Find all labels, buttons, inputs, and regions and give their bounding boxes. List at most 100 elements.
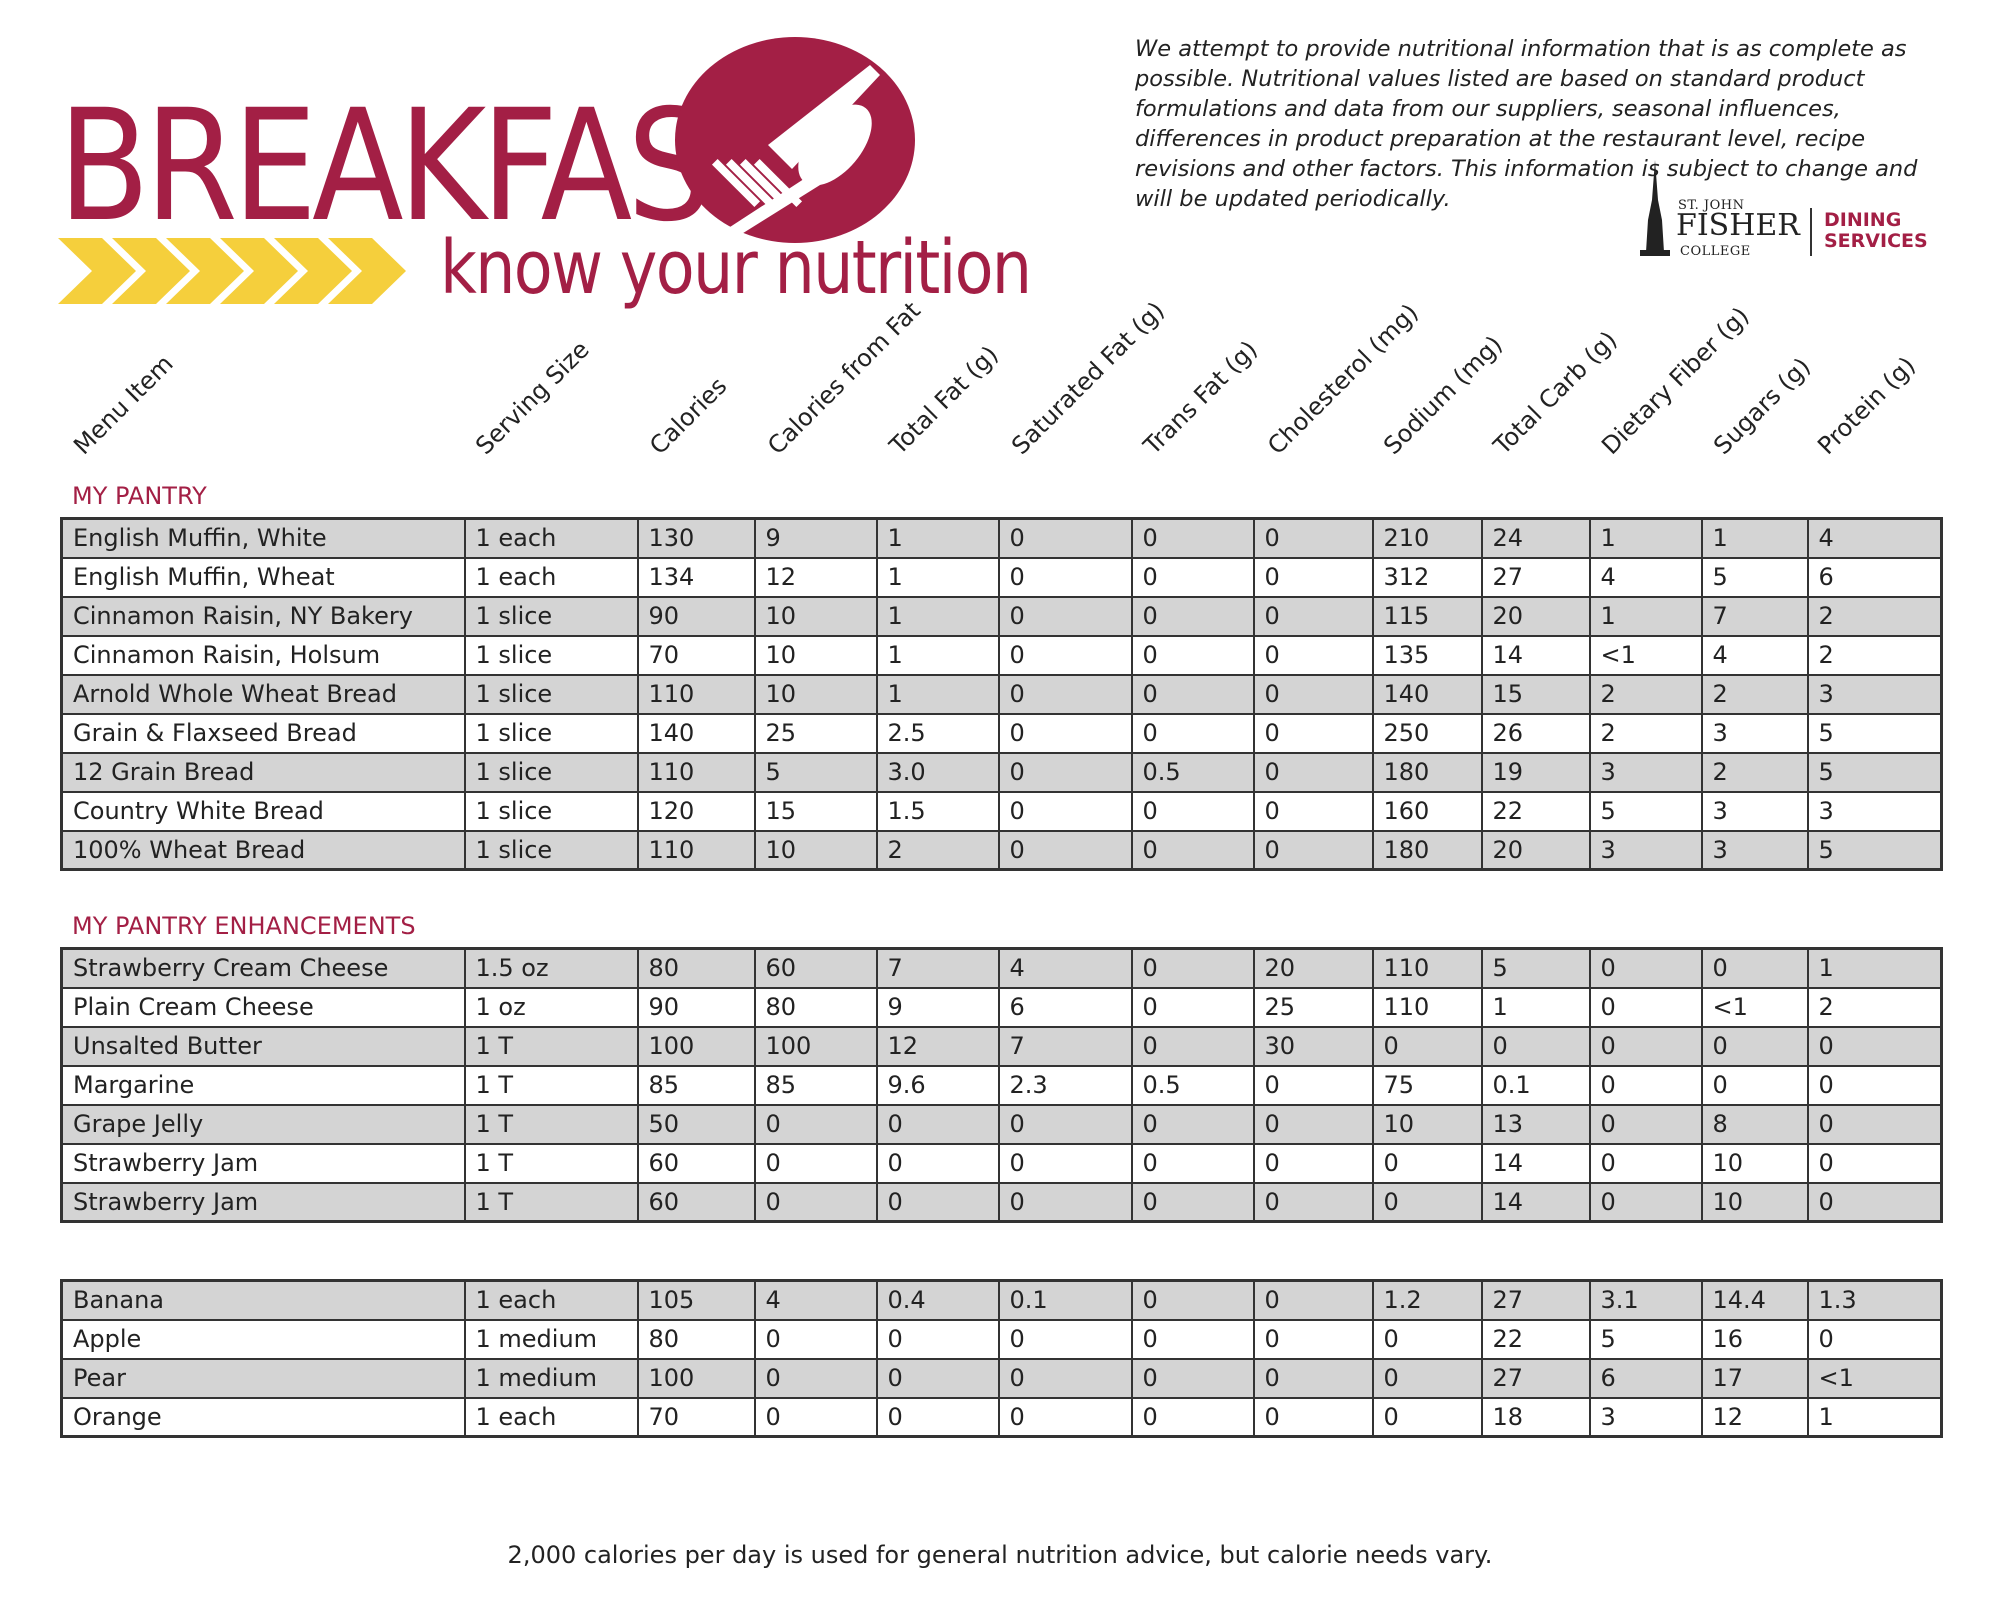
value-cell: 0 xyxy=(1252,634,1374,676)
value-cell: 3 xyxy=(1588,829,1703,871)
value-cell: 0 xyxy=(753,1357,878,1399)
value-cell: 9 xyxy=(753,517,878,559)
value-cell: 0 xyxy=(1252,1279,1374,1321)
value-cell: 0 xyxy=(1252,712,1374,754)
page-subtitle: know your nutrition xyxy=(440,225,1032,311)
value-cell: 12 xyxy=(753,556,878,598)
value-cell: 2 xyxy=(1806,634,1943,676)
value-cell: 30 xyxy=(1252,1025,1374,1067)
value-cell: 2 xyxy=(1806,986,1943,1028)
value-cell: 6 xyxy=(1806,556,1943,598)
value-cell: 3 xyxy=(1700,712,1809,754)
value-cell: 13 xyxy=(1480,1103,1591,1145)
value-cell: 0 xyxy=(1130,595,1255,637)
value-cell: 0 xyxy=(1806,1025,1943,1067)
value-cell: 140 xyxy=(1371,673,1483,715)
value-cell: 1 slice xyxy=(463,829,639,871)
logo-st-john: ST. JOHN xyxy=(1678,198,1745,213)
value-cell: 1 medium xyxy=(463,1357,639,1399)
value-cell: 1 xyxy=(875,634,1000,676)
value-cell: 0 xyxy=(1252,595,1374,637)
column-header-menu-item: Menu Item xyxy=(68,349,179,460)
value-cell: 0 xyxy=(1130,634,1255,676)
value-cell: 1 T xyxy=(463,1142,639,1184)
value-cell: 0 xyxy=(1252,829,1374,871)
menu-item-cell: 12 Grain Bread xyxy=(60,751,466,793)
value-cell: 0.1 xyxy=(997,1279,1133,1321)
value-cell: 0 xyxy=(1252,1103,1374,1145)
value-cell: 1 slice xyxy=(463,712,639,754)
column-header-protein: Protein (g) xyxy=(1812,351,1921,460)
value-cell: 5 xyxy=(1806,829,1943,871)
value-cell: 0 xyxy=(997,673,1133,715)
value-cell: 160 xyxy=(1371,790,1483,832)
value-cell: 0.5 xyxy=(1130,1064,1255,1106)
value-cell: 115 xyxy=(1371,595,1483,637)
value-cell: 18 xyxy=(1480,1396,1591,1438)
value-cell: 250 xyxy=(1371,712,1483,754)
value-cell: 22 xyxy=(1480,1318,1591,1360)
fork-spoon-plate-icon xyxy=(675,37,915,243)
table-row: 12 Grain Bread 1 slice 110 5 3.0 0 0.5 0 180 19 3 2… xyxy=(60,751,1943,793)
value-cell: 0 xyxy=(1700,947,1809,989)
value-cell: 60 xyxy=(753,947,878,989)
chevron-arrows-icon xyxy=(58,238,406,304)
value-cell: 80 xyxy=(636,1318,756,1360)
value-cell: 10 xyxy=(1371,1103,1483,1145)
value-cell: 100 xyxy=(636,1025,756,1067)
table-row: Banana 1 each 105 4 0.4 0.1 0 0 1.2 27 3.1 14.4 1.3 xyxy=(60,1279,1943,1321)
value-cell: 1 each xyxy=(463,1396,639,1438)
value-cell: 0 xyxy=(1130,1279,1255,1321)
value-cell: 4 xyxy=(1700,634,1809,676)
value-cell: 70 xyxy=(636,1396,756,1438)
value-cell: 0.4 xyxy=(875,1279,1000,1321)
value-cell: 1 medium xyxy=(463,1318,639,1360)
value-cell: 0 xyxy=(1371,1025,1483,1067)
nutrition-table-my-pantry: English Muffin, White 1 each 130 9 1 0 0 0 210 24… xyxy=(60,517,1943,871)
value-cell: 16 xyxy=(1700,1318,1809,1360)
table-row: Cinnamon Raisin, NY Bakery 1 slice 90 10 1 0 0… xyxy=(60,595,1943,637)
value-cell: 0 xyxy=(875,1396,1000,1438)
value-cell: 110 xyxy=(636,829,756,871)
menu-item-cell: Banana xyxy=(60,1279,466,1321)
table-row: Orange 1 each 70 0 0 0 0 0 0 18 3 12 1 xyxy=(60,1396,1943,1438)
menu-item-cell: Strawberry Cream Cheese xyxy=(60,947,466,989)
value-cell: 0 xyxy=(1252,1396,1374,1438)
logo-fisher: FISHER xyxy=(1676,208,1800,243)
value-cell: 0 xyxy=(875,1318,1000,1360)
value-cell: 1 T xyxy=(463,1181,639,1223)
value-cell: 50 xyxy=(636,1103,756,1145)
value-cell: 1 T xyxy=(463,1025,639,1067)
value-cell: 0 xyxy=(875,1357,1000,1399)
value-cell: 5 xyxy=(1588,790,1703,832)
value-cell: 1 xyxy=(1806,947,1943,989)
section-label-my-pantry-enhancements: MY PANTRY ENHANCEMENTS xyxy=(72,912,416,940)
value-cell: 60 xyxy=(636,1142,756,1184)
value-cell: 1 xyxy=(1588,595,1703,637)
value-cell: 22 xyxy=(1480,790,1591,832)
value-cell: 10 xyxy=(753,829,878,871)
value-cell: 0 xyxy=(1700,1025,1809,1067)
value-cell: 0 xyxy=(1130,1025,1255,1067)
value-cell: 9 xyxy=(875,986,1000,1028)
table-row: Strawberry Jam 1 T 60 0 0 0 0 0 0 14 0 10 0 xyxy=(60,1142,1943,1184)
menu-item-cell: Arnold Whole Wheat Bread xyxy=(60,673,466,715)
value-cell: 0 xyxy=(753,1396,878,1438)
value-cell: 3.0 xyxy=(875,751,1000,793)
value-cell: 0 xyxy=(1130,712,1255,754)
menu-item-cell: Strawberry Jam xyxy=(60,1142,466,1184)
value-cell: 180 xyxy=(1371,829,1483,871)
value-cell: 14 xyxy=(1480,1142,1591,1184)
column-header-total-fat: Total Fat (g) xyxy=(884,340,1004,460)
value-cell: 1 T xyxy=(463,1103,639,1145)
value-cell: 4 xyxy=(1806,517,1943,559)
value-cell: 1 xyxy=(875,517,1000,559)
value-cell: 19 xyxy=(1480,751,1591,793)
value-cell: 0 xyxy=(1588,947,1703,989)
table-row: Arnold Whole Wheat Bread 1 slice 110 10 1 0 0 0… xyxy=(60,673,1943,715)
value-cell: 24 xyxy=(1480,517,1591,559)
value-cell: 134 xyxy=(636,556,756,598)
value-cell: 0 xyxy=(997,634,1133,676)
value-cell: 14.4 xyxy=(1700,1279,1809,1321)
logo-dining-line2: SERVICES xyxy=(1824,230,1928,252)
